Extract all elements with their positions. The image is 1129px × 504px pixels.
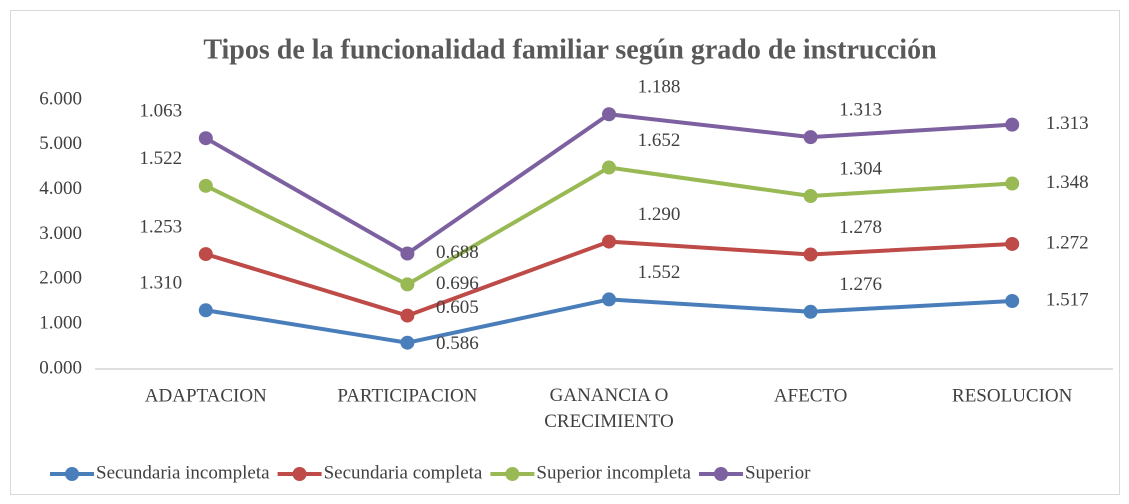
point [602,234,616,249]
data-label: 0.688 [436,242,479,263]
data-label: 1.348 [1046,172,1089,193]
point [400,335,415,350]
point [602,292,616,307]
data-label: 1.313 [839,100,882,121]
point [1005,293,1020,308]
point [198,303,213,318]
point [602,160,616,175]
chart-title: Tipos de la funcionalidad familiar según… [203,34,937,65]
y-tick-label: 6.000 [39,88,82,109]
data-label: 1.652 [638,130,681,151]
y-tick-label: 4.000 [39,178,82,199]
x-tick-label: AFECTO [774,385,848,406]
x-tick-label: ADAPTACION [145,385,267,406]
data-label: 1.290 [638,204,681,225]
point [1005,117,1020,132]
y-tick-label: 0.000 [39,357,82,378]
data-label: 1.313 [1046,113,1089,134]
point [198,131,213,146]
point [400,277,415,292]
data-label: 1.278 [839,217,882,238]
data-label: 1.253 [139,216,182,237]
data-label: 0.586 [436,333,479,354]
data-label: 1.552 [638,262,681,283]
chart-border [10,10,1120,495]
point [1005,236,1020,251]
y-tick-label: 2.000 [39,268,82,289]
legend-label: Superior incompleta [536,462,691,483]
data-label: 1.276 [839,274,882,295]
data-label: 1.063 [139,101,182,122]
data-label: 1.522 [139,148,182,169]
x-tick-label: PARTICIPACION [337,385,477,406]
data-label: 1.310 [139,273,182,294]
legend-label: Secundaria incompleta [96,462,270,483]
data-label: 1.517 [1046,289,1089,310]
data-label: 1.188 [638,77,681,98]
legend-marker [713,467,728,481]
point [198,247,213,262]
point [803,130,818,145]
point [803,189,818,204]
x-tick-label: RESOLUCION [952,385,1073,406]
legend-marker [292,467,307,481]
data-label: 0.605 [436,297,479,318]
y-tick-label: 5.000 [39,133,82,154]
legend-marker [65,467,79,481]
legend-label: Secundaria completa [324,462,483,483]
point [803,247,818,262]
y-tick-label: 1.000 [39,313,82,334]
point [602,107,616,122]
data-label: 0.696 [436,273,479,294]
data-label: 1.304 [839,158,882,179]
point [803,304,818,319]
point [198,178,213,193]
point [400,246,415,261]
legend-marker [505,467,520,481]
point [1005,176,1020,191]
x-tick-label: GANANCIA O CRECIMIENTO [544,385,673,432]
point [400,308,415,323]
legend-label: Superior [745,462,811,483]
data-label: 1.272 [1046,232,1089,253]
y-tick-label: 3.000 [39,223,82,244]
